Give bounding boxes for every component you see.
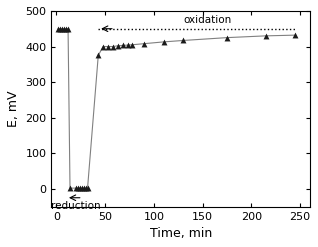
Point [130, 43, 135, 47]
Point [142, 42, 147, 46]
Point [66, 27, 71, 31]
Text: reduction: reduction [51, 201, 101, 211]
X-axis label: Time, min: Time, min [149, 227, 212, 240]
Point [73, 186, 79, 190]
Point [161, 40, 166, 44]
Point [110, 44, 115, 48]
Point [83, 186, 88, 190]
Point [79, 186, 84, 190]
Point [81, 186, 86, 190]
Point [58, 27, 63, 31]
Point [67, 186, 73, 190]
Point [85, 186, 90, 190]
Point [120, 43, 125, 47]
Point [100, 44, 106, 48]
Point [77, 186, 82, 190]
Text: oxidation: oxidation [183, 15, 232, 25]
Point [96, 53, 101, 57]
Point [263, 34, 268, 38]
Point [225, 36, 230, 40]
Point [115, 44, 120, 48]
Point [125, 43, 130, 47]
Point [56, 27, 61, 31]
Point [293, 33, 298, 37]
Point [62, 27, 67, 31]
Point [75, 186, 80, 190]
Point [181, 39, 186, 42]
Point [106, 44, 111, 48]
Point [64, 27, 69, 31]
Point [60, 27, 65, 31]
Y-axis label: E, mV: E, mV [7, 91, 20, 127]
